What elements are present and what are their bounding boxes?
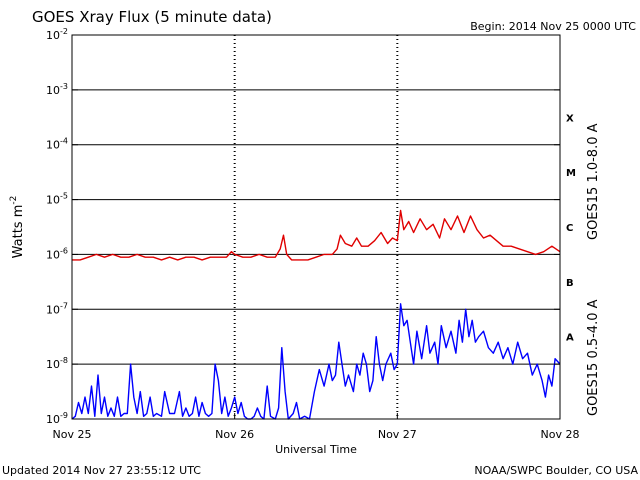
flare-class-label: X xyxy=(566,113,574,124)
x-tick-label: Nov 25 xyxy=(53,428,92,441)
y-tick-label: 10-7 xyxy=(46,301,68,316)
series-line-0 xyxy=(72,209,561,261)
y-tick-label: 10-5 xyxy=(46,192,68,207)
begin-label: Begin: 2014 Nov 25 0000 UTC xyxy=(470,20,636,33)
x-tick-label: Nov 28 xyxy=(541,428,580,441)
footer-updated: Updated 2014 Nov 27 23:55:12 UTC xyxy=(2,464,201,477)
y-axis-label-exponent: -2 xyxy=(9,196,19,205)
flare-class-label: C xyxy=(566,223,573,234)
chart-title: GOES Xray Flux (5 minute data) xyxy=(32,8,272,26)
flare-class-label: M xyxy=(566,168,576,179)
y-tick-label: 10-6 xyxy=(46,246,68,261)
footer-source: NOAA/SWPC Boulder, CO USA xyxy=(474,464,638,477)
plot-area xyxy=(71,34,561,420)
flare-class-labels: X M C B A xyxy=(566,113,576,343)
flare-class-label: A xyxy=(566,333,574,344)
y-tick-label: 10-8 xyxy=(46,356,68,371)
series-line-1 xyxy=(71,303,561,420)
y-axis-label: Watts m-2 xyxy=(9,196,26,259)
y-tick-label: 10-3 xyxy=(46,82,68,97)
y-tick-label: 10-4 xyxy=(46,137,68,152)
x-tick-labels: Nov 25 Nov 26 Nov 27 Nov 28 xyxy=(53,413,580,441)
series-layer xyxy=(71,209,561,420)
x-tick-label: Nov 26 xyxy=(215,428,254,441)
series-label-long: GOES15 1.0-8.0 A xyxy=(586,123,601,240)
y-tick-label: 10-9 xyxy=(46,411,68,426)
grid-layer xyxy=(72,35,560,419)
x-axis-label: Universal Time xyxy=(275,443,357,456)
y-axis-label-text: Watts m xyxy=(11,205,26,259)
y-tick-labels: 10-9 10-8 10-7 10-6 10-5 10-4 10-3 10-2 xyxy=(46,27,560,426)
series-label-short: GOES15 0.5-4.0 A xyxy=(586,299,601,416)
y-tick-label: 10-2 xyxy=(46,27,68,42)
x-tick-label: Nov 27 xyxy=(378,428,417,441)
flare-class-label: B xyxy=(566,278,574,289)
